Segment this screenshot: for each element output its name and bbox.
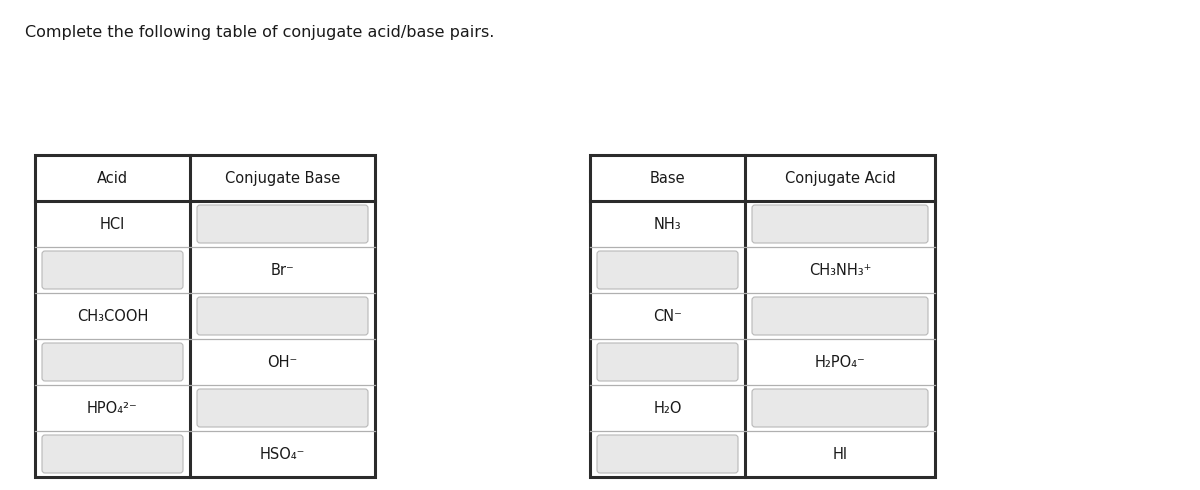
FancyBboxPatch shape [598,251,738,289]
Text: HSO₄⁻: HSO₄⁻ [260,446,305,462]
Text: HPO₄²⁻: HPO₄²⁻ [88,400,138,416]
FancyBboxPatch shape [598,435,738,473]
Bar [35,155,374,477]
Text: H₂O: H₂O [653,400,682,416]
FancyBboxPatch shape [752,205,928,243]
Text: NH₃: NH₃ [654,217,682,231]
Text: H₂PO₄⁻: H₂PO₄⁻ [815,354,865,369]
Text: Conjugate Base: Conjugate Base [224,171,340,186]
Text: Complete the following table of conjugate acid/base pairs.: Complete the following table of conjugat… [25,25,494,40]
FancyBboxPatch shape [752,297,928,335]
FancyBboxPatch shape [42,435,182,473]
Text: HI: HI [833,446,847,462]
FancyBboxPatch shape [752,389,928,427]
Text: Acid: Acid [97,171,128,186]
Text: CH₃NH₃⁺: CH₃NH₃⁺ [809,263,871,277]
Text: Br⁻: Br⁻ [271,263,294,277]
FancyBboxPatch shape [197,205,368,243]
FancyBboxPatch shape [598,343,738,381]
FancyBboxPatch shape [197,389,368,427]
Text: CN⁻: CN⁻ [653,309,682,323]
FancyBboxPatch shape [42,343,182,381]
Text: CH₃COOH: CH₃COOH [77,309,148,323]
Text: Conjugate Acid: Conjugate Acid [785,171,895,186]
FancyBboxPatch shape [42,251,182,289]
Text: HCl: HCl [100,217,125,231]
Bar [590,155,935,477]
Text: Base: Base [649,171,685,186]
FancyBboxPatch shape [197,297,368,335]
Text: OH⁻: OH⁻ [268,354,298,369]
